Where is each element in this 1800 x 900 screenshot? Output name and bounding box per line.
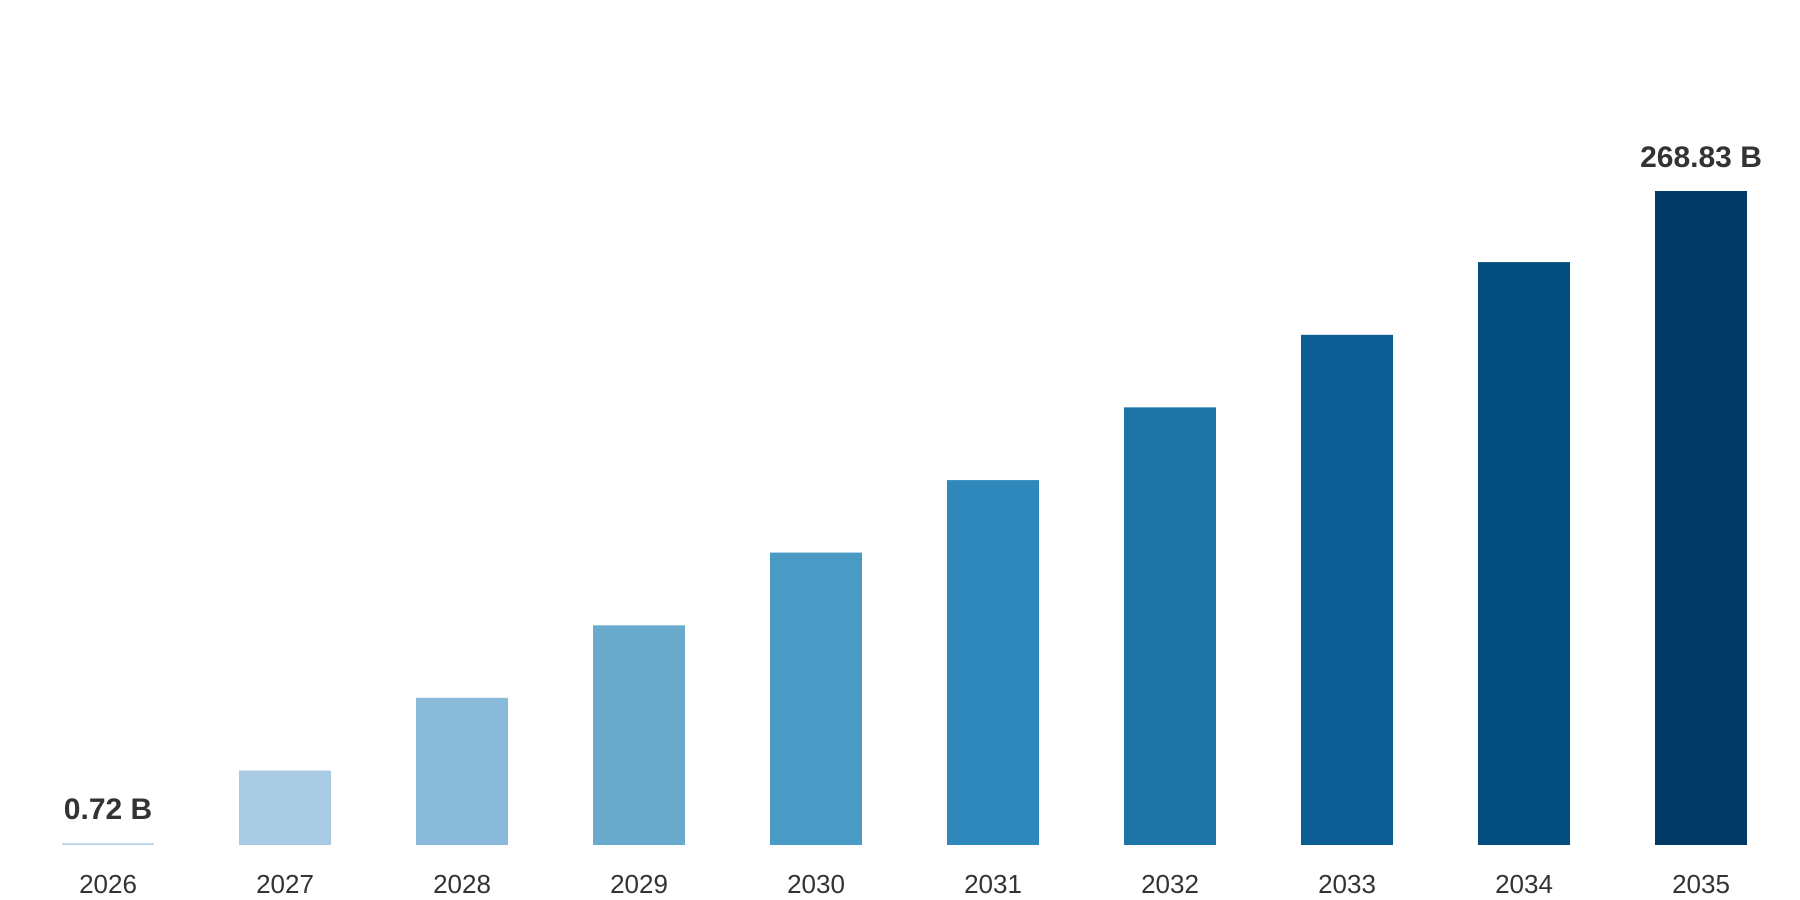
bar-2026 [62, 843, 154, 845]
x-axis-tick-labels: 2026 2027 2028 2029 2030 2031 2032 2033 2034 2035 [79, 869, 1730, 899]
x-tick-label-2026: 2026 [79, 869, 137, 899]
bar-2028 [416, 697, 508, 845]
bar-2033 [1301, 334, 1393, 845]
x-tick-label-2029: 2029 [610, 869, 668, 899]
bar-2034 [1478, 262, 1570, 845]
bar-2031 [947, 480, 1039, 845]
bars-group [62, 191, 1747, 845]
bar-2032 [1124, 407, 1216, 845]
x-tick-label-2027: 2027 [256, 869, 314, 899]
x-tick-label-2030: 2030 [787, 869, 845, 899]
x-tick-label-2033: 2033 [1318, 869, 1376, 899]
x-tick-label-2028: 2028 [433, 869, 491, 899]
x-tick-label-2032: 2032 [1141, 869, 1199, 899]
data-labels-group: 0.72 B 268.83 B [64, 141, 1762, 826]
bar-2029 [593, 625, 685, 845]
bar-2030 [770, 552, 862, 845]
bar-2035 [1655, 191, 1747, 845]
data-label-2026: 0.72 B [64, 793, 152, 826]
x-tick-label-2031: 2031 [964, 869, 1022, 899]
x-tick-label-2034: 2034 [1495, 869, 1553, 899]
bar-2027 [239, 770, 331, 845]
x-tick-label-2035: 2035 [1672, 869, 1730, 899]
data-label-2035: 268.83 B [1640, 141, 1762, 174]
